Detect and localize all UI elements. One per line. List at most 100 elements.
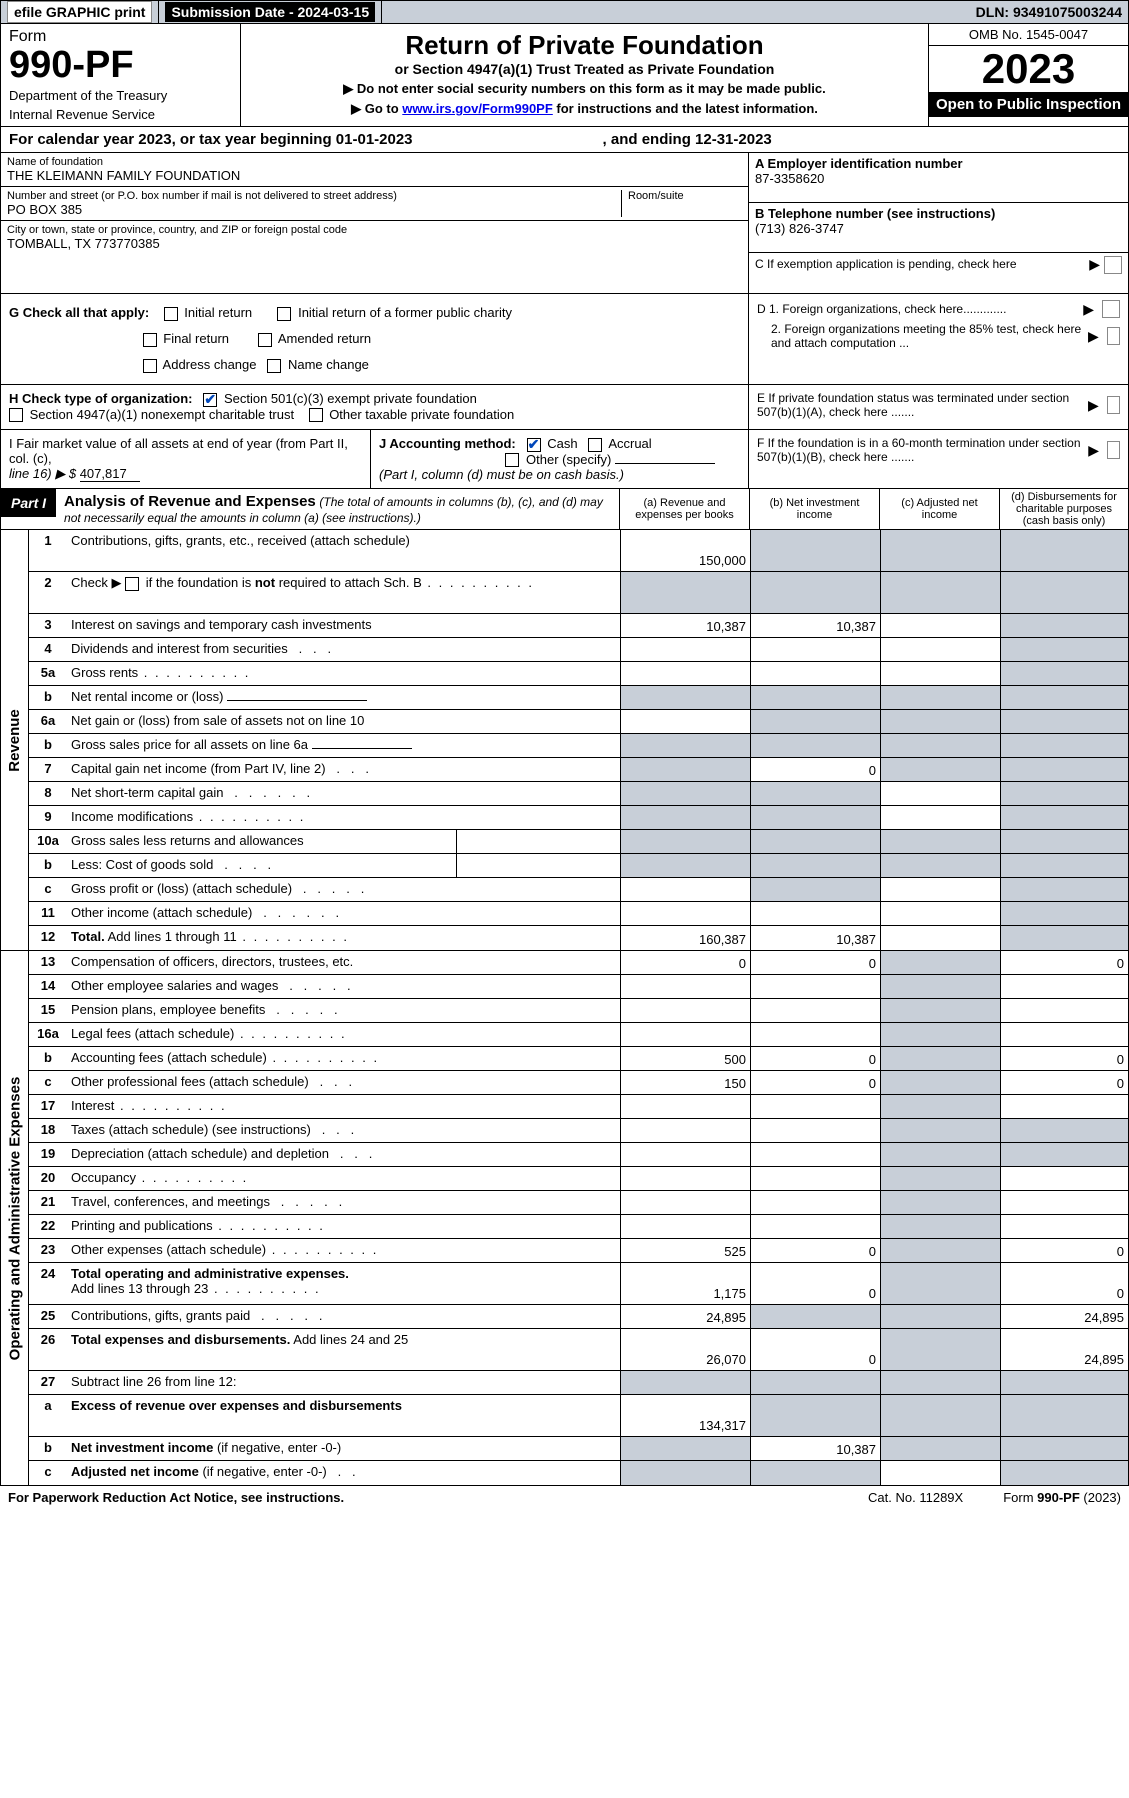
f-label: F If the foundation is in a 60-month ter… [757,436,1088,464]
f-checkbox[interactable] [1107,441,1120,459]
g-label: G Check all that apply: [9,305,149,320]
e-checkbox[interactable] [1107,396,1120,414]
d2-label: 2. Foreign organizations meeting the 85%… [757,322,1088,350]
footer: For Paperwork Reduction Act Notice, see … [0,1486,1129,1509]
row-26: 26Total expenses and disbursements. Add … [29,1329,1128,1371]
e-label: E If private foundation status was termi… [757,391,1088,419]
efile-print-btn[interactable]: efile GRAPHIC print [7,1,152,23]
omb-number: OMB No. 1545-0047 [929,24,1128,46]
part1-title: Analysis of Revenue and Expenses [64,493,316,510]
row-4: 4Dividends and interest from securities … [29,638,1128,662]
row-10b: bLess: Cost of goods sold . . . . [29,854,1128,878]
d1-label: D 1. Foreign organizations, check here..… [757,302,1006,316]
tax-year: 2023 [929,46,1128,92]
row-6a: 6aNet gain or (loss) from sale of assets… [29,710,1128,734]
cash-cb[interactable] [527,438,541,452]
header-bar: efile GRAPHIC print Submission Date - 20… [0,0,1129,24]
part1-tag: Part I [1,489,56,517]
g-d-section: G Check all that apply: Initial return I… [0,294,1129,385]
initial-return-cb[interactable] [164,307,178,321]
other-taxable-cb[interactable] [309,408,323,422]
row-6b: bGross sales price for all assets on lin… [29,734,1128,758]
row-22: 22Printing and publications [29,1215,1128,1239]
initial-former-cb[interactable] [277,307,291,321]
row-11: 11Other income (attach schedule) . . . .… [29,902,1128,926]
4947-cb[interactable] [9,408,23,422]
j-label: J Accounting method: [379,436,516,451]
calendar-year-row: For calendar year 2023, or tax year begi… [0,127,1129,153]
row-5a: 5aGross rents [29,662,1128,686]
irs-label: Internal Revenue Service [9,107,232,122]
row-14: 14Other employee salaries and wages . . … [29,975,1128,999]
instr-ssn: ▶ Do not enter social security numbers o… [251,81,918,97]
expenses-section: Operating and Administrative Expenses 13… [0,951,1129,1486]
i-label: I Fair market value of all assets at end… [9,436,348,466]
part1-header: Part I Analysis of Revenue and Expenses … [0,489,1129,530]
catalog-number: Cat. No. 11289X [868,1490,963,1505]
row-8: 8Net short-term capital gain . . . . . . [29,782,1128,806]
submission-date: Submission Date - 2024-03-15 [165,2,375,22]
row-13: 13Compensation of officers, directors, t… [29,951,1128,975]
col-a-hdr: (a) Revenue and expenses per books [620,489,750,529]
h-label: H Check type of organization: [9,391,192,406]
ein-label: A Employer identification number [755,156,963,171]
col-b-hdr: (b) Net investment income [750,489,880,529]
d2-checkbox[interactable] [1107,327,1120,345]
row-24: 24Total operating and administrative exp… [29,1263,1128,1305]
row-9: 9Income modifications [29,806,1128,830]
h-e-section: H Check type of organization: Section 50… [0,385,1129,430]
row-18: 18Taxes (attach schedule) (see instructi… [29,1119,1128,1143]
row-27a: aExcess of revenue over expenses and dis… [29,1395,1128,1437]
form990pf-link[interactable]: www.irs.gov/Form990PF [402,101,553,116]
d1-checkbox[interactable] [1102,300,1120,318]
form-subtitle: or Section 4947(a)(1) Trust Treated as P… [251,61,918,77]
row-27b: bNet investment income (if negative, ent… [29,1437,1128,1461]
row-23: 23Other expenses (attach schedule)52500 [29,1239,1128,1263]
dept-treasury: Department of the Treasury [9,88,232,103]
accrual-cb[interactable] [588,438,602,452]
501c3-cb[interactable] [203,393,217,407]
other-method-cb[interactable] [505,453,519,467]
final-return-cb[interactable] [143,333,157,347]
row-27c: cAdjusted net income (if negative, enter… [29,1461,1128,1485]
open-public: Open to Public Inspection [929,92,1128,117]
form-header: Form 990-PF Department of the Treasury I… [0,24,1129,127]
row-10c: cGross profit or (loss) (attach schedule… [29,878,1128,902]
row-16b: bAccounting fees (attach schedule)50000 [29,1047,1128,1071]
addr-label: Number and street (or P.O. box number if… [7,190,615,202]
amended-return-cb[interactable] [258,333,272,347]
col-d-hdr: (d) Disbursements for charitable purpose… [1000,489,1128,529]
row-27: 27Subtract line 26 from line 12: [29,1371,1128,1395]
revenue-section: Revenue 1Contributions, gifts, grants, e… [0,530,1129,951]
row-5b: bNet rental income or (loss) [29,686,1128,710]
phone-value: (713) 826-3747 [755,221,844,236]
row-12: 12Total. Add lines 1 through 11160,38710… [29,926,1128,950]
dln: DLN: 93491075003244 [970,1,1128,23]
identity-block: Name of foundation THE KLEIMANN FAMILY F… [0,153,1129,294]
form-number: 990-PF [9,44,134,86]
city-label: City or town, state or province, country… [7,224,742,236]
instr-link-row: ▶ Go to www.irs.gov/Form990PF for instru… [251,101,918,117]
exemption-label: C If exemption application is pending, c… [755,257,1017,271]
row-1: 1Contributions, gifts, grants, etc., rec… [29,530,1128,572]
addr-value: PO BOX 385 [7,202,82,217]
row-16a: 16aLegal fees (attach schedule) [29,1023,1128,1047]
exemption-checkbox[interactable] [1104,256,1122,274]
name-change-cb[interactable] [267,359,281,373]
pra-notice: For Paperwork Reduction Act Notice, see … [8,1490,344,1505]
form-title: Return of Private Foundation [251,30,918,61]
sch-b-cb[interactable] [125,577,139,591]
col-c-hdr: (c) Adjusted net income [880,489,1000,529]
row-3: 3Interest on savings and temporary cash … [29,614,1128,638]
i-j-f-section: I Fair market value of all assets at end… [0,430,1129,489]
row-25: 25Contributions, gifts, grants paid . . … [29,1305,1128,1329]
row-7: 7Capital gain net income (from Part IV, … [29,758,1128,782]
ein-value: 87-3358620 [755,171,824,186]
form-ref: Form 990-PF (2023) [1003,1490,1121,1505]
city-value: TOMBALL, TX 773770385 [7,236,160,251]
address-change-cb[interactable] [143,359,157,373]
row-19: 19Depreciation (attach schedule) and dep… [29,1143,1128,1167]
j-note: (Part I, column (d) must be on cash basi… [379,467,624,482]
row-20: 20Occupancy [29,1167,1128,1191]
row-16c: cOther professional fees (attach schedul… [29,1071,1128,1095]
